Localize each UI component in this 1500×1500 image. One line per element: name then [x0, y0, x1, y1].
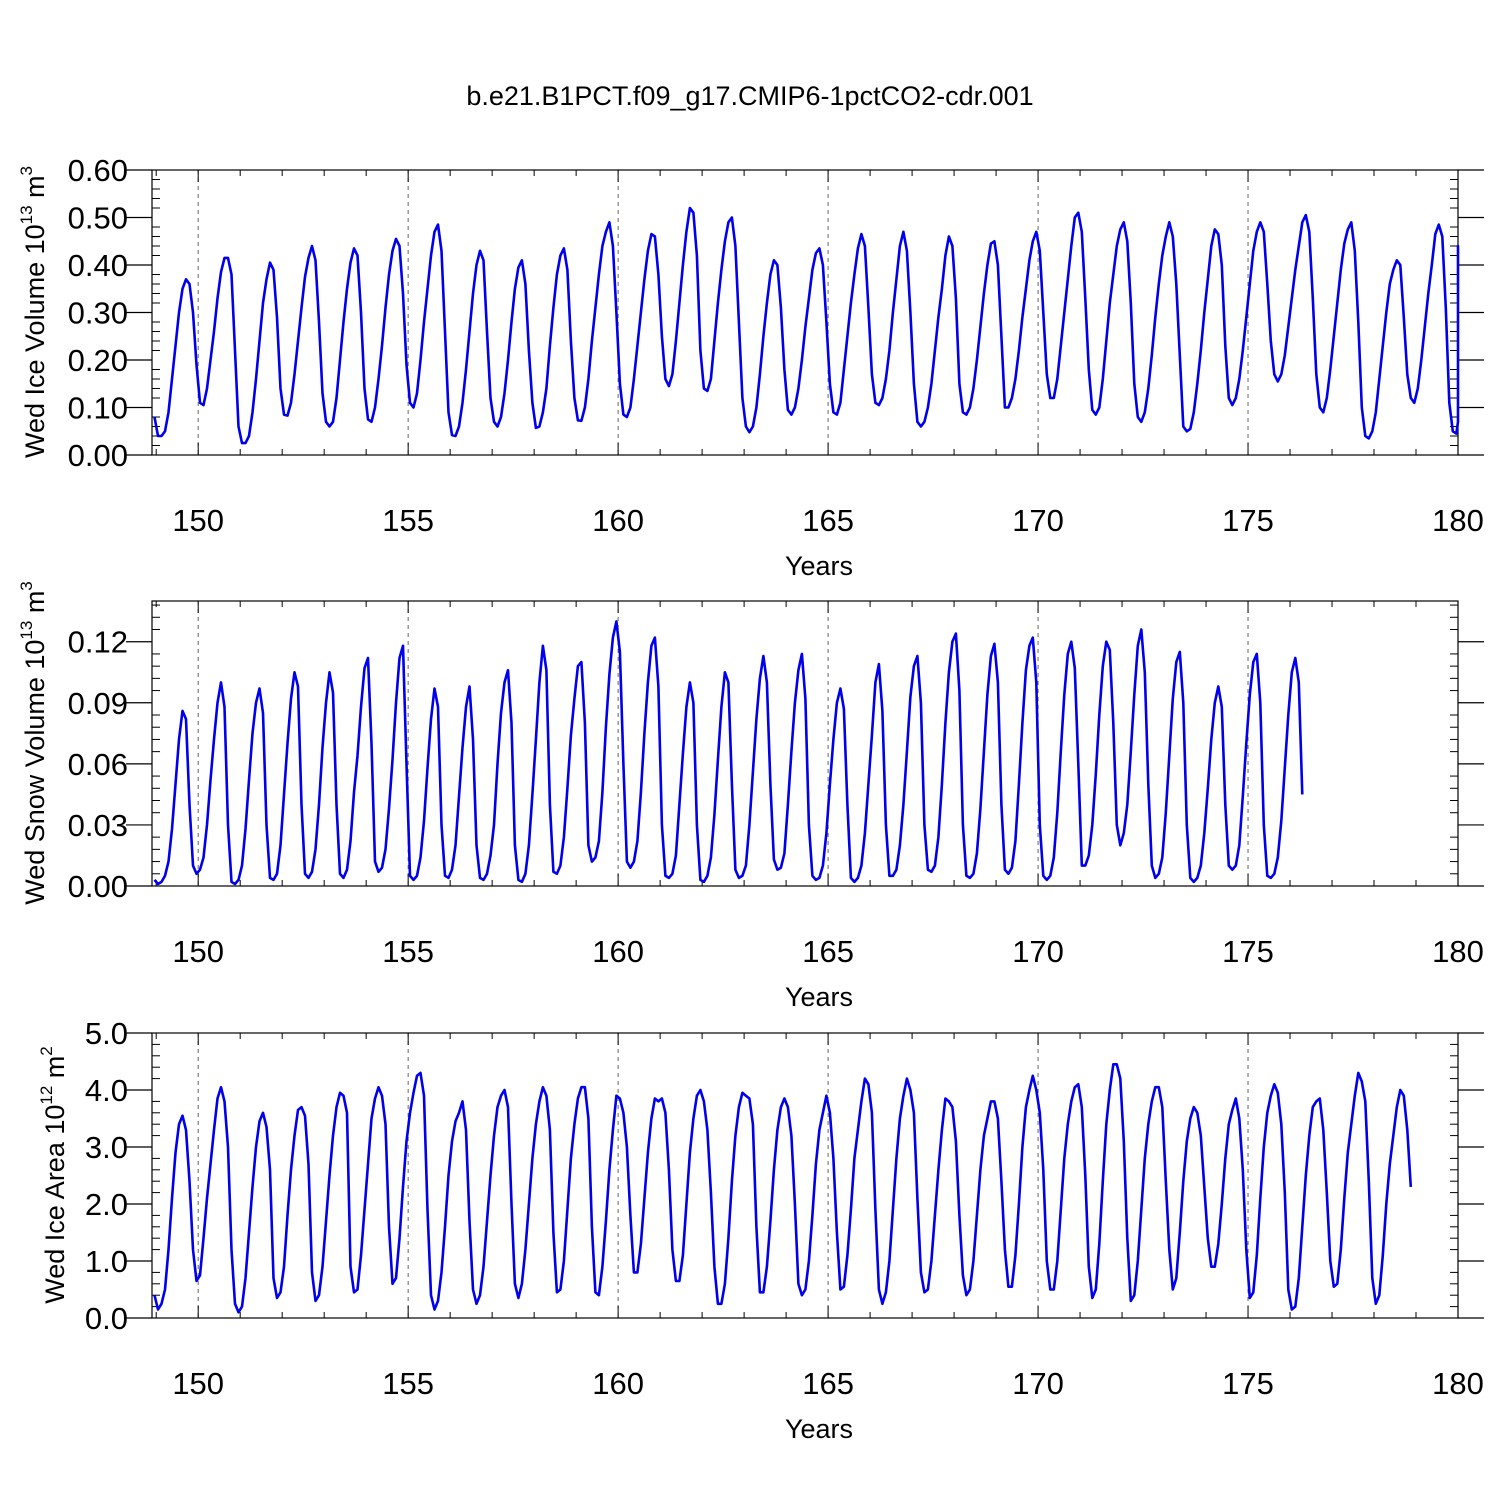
x-tick-label: 160 — [592, 934, 644, 969]
x-tick-label: 175 — [1222, 934, 1274, 969]
x-tick-label: 160 — [592, 503, 644, 538]
series-line — [153, 1063, 1413, 1314]
x-axis-label: Years — [785, 982, 853, 1012]
x-axis-label: Years — [785, 551, 853, 581]
y-tick-label: 0.10 — [68, 391, 128, 426]
x-tick-label: 175 — [1222, 1366, 1274, 1401]
y-tick-label: 0.00 — [68, 869, 128, 904]
x-tick-label: 150 — [172, 503, 224, 538]
panel-ice-area: 150 155 160 165 170 175 180 0.0 1.0 2.0 3.0 4.0 5.0 Y… — [37, 1016, 1484, 1444]
series-line — [153, 620, 1304, 886]
y-axis-label: Wed Snow Volume 1013 m3 — [17, 581, 50, 905]
y-tick-label: 2.0 — [85, 1187, 128, 1222]
x-axis-label: Years — [785, 1414, 853, 1444]
series-line — [153, 206, 1460, 445]
y-tick-label: 0.40 — [68, 248, 128, 283]
x-tick-label: 165 — [802, 1366, 854, 1401]
x-tick-label: 175 — [1222, 503, 1274, 538]
plot-frame — [151, 600, 1459, 887]
x-tick-label: 155 — [382, 934, 434, 969]
x-tick-label: 170 — [1012, 934, 1064, 969]
x-tick-label: 165 — [802, 503, 854, 538]
x-tick-label: 155 — [382, 503, 434, 538]
y-tick-label: 4.0 — [85, 1073, 128, 1108]
y-tick-label: 1.0 — [85, 1244, 128, 1279]
x-tick-label: 180 — [1432, 934, 1484, 969]
y-tick-label: 0.60 — [68, 153, 128, 188]
x-tick-label: 165 — [802, 934, 854, 969]
y-tick-label: 0.30 — [68, 296, 128, 331]
plot-frame — [151, 1032, 1459, 1319]
x-tick-label: 180 — [1432, 1366, 1484, 1401]
x-tick-label: 170 — [1012, 503, 1064, 538]
y-tick-label: 5.0 — [85, 1016, 128, 1051]
y-tick-label: 0.12 — [68, 625, 128, 660]
y-tick-label: 0.06 — [68, 747, 128, 782]
x-tick-label: 160 — [592, 1366, 644, 1401]
y-tick-label: 0.0 — [85, 1301, 128, 1336]
x-tick-label: 180 — [1432, 503, 1484, 538]
x-tick-label: 155 — [382, 1366, 434, 1401]
y-axis-label: Wed Ice Volume 1013 m3 — [17, 166, 50, 458]
x-tick-label: 150 — [172, 934, 224, 969]
y-axis-label: Wed Ice Area 1012 m2 — [37, 1046, 70, 1304]
figure-title: b.e21.B1PCT.f09_g17.CMIP6-1pctCO2-cdr.00… — [466, 81, 1033, 111]
x-tick-label: 150 — [172, 1366, 224, 1401]
y-tick-label: 0.50 — [68, 201, 128, 236]
y-tick-label: 0.03 — [68, 808, 128, 843]
x-tick-label: 170 — [1012, 1366, 1064, 1401]
plot-frame — [151, 169, 1459, 456]
panel-ice-volume: 150 155 160 165 170 175 180 0.00 0.10 0.20 0.30 0.4… — [17, 153, 1484, 581]
y-tick-label: 0.09 — [68, 686, 128, 721]
y-tick-label: 3.0 — [85, 1130, 128, 1165]
y-tick-label: 0.00 — [68, 438, 128, 473]
y-tick-label: 0.20 — [68, 343, 128, 378]
panel-snow-volume: 150 155 160 165 170 175 180 0.00 0.03 0.06 0.09 0.1… — [17, 581, 1484, 1012]
